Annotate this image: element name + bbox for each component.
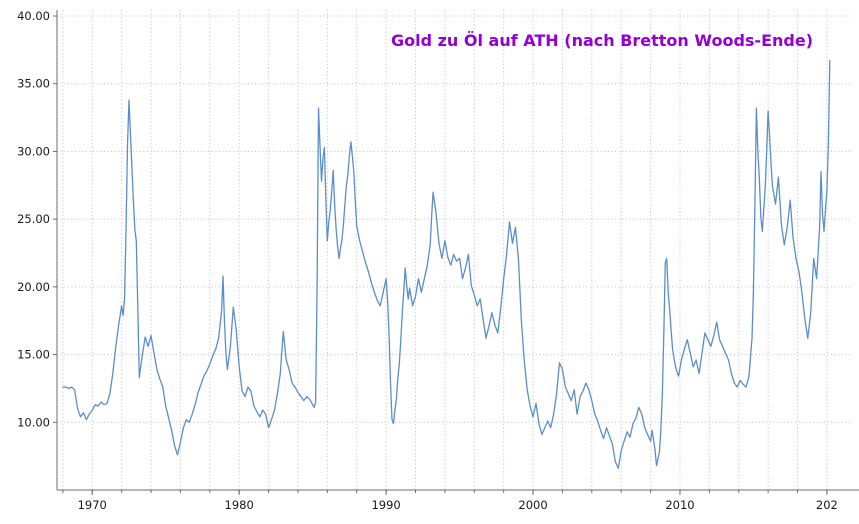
- x-tick-label: 2010: [665, 498, 694, 512]
- chart-title: Gold zu Öl auf ATH (nach Bretton Woods-E…: [390, 31, 813, 50]
- y-tick-label: 10.00: [17, 415, 50, 429]
- y-tick-label: 25.00: [17, 212, 50, 226]
- y-tick-label: 40.00: [17, 9, 50, 23]
- x-tick-label: 1980: [225, 498, 254, 512]
- series-line: [62, 60, 831, 469]
- x-tick-label: 1970: [78, 498, 107, 512]
- x-tick-label: 1990: [371, 498, 400, 512]
- y-tick-label: 30.00: [17, 144, 50, 158]
- y-tick-label: 15.00: [17, 348, 50, 362]
- x-tick-label: 202: [816, 498, 838, 512]
- y-tick-label: 20.00: [17, 280, 50, 294]
- y-tick-label: 35.00: [17, 77, 50, 91]
- x-tick-label: 2000: [518, 498, 547, 512]
